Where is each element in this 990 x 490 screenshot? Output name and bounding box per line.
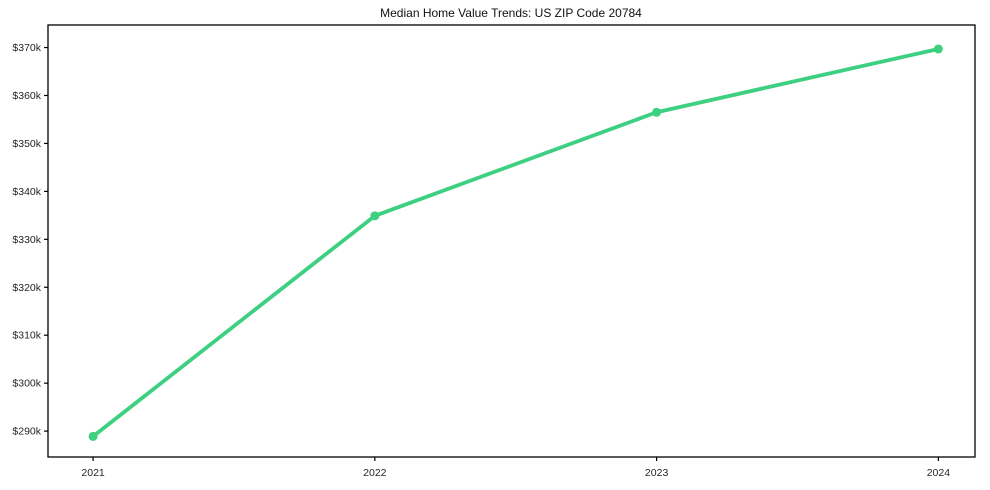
y-tick-label: $290k [12,426,41,438]
x-tick-label: 2022 [363,467,387,479]
y-tick-label: $350k [12,138,41,150]
chart-title: Median Home Value Trends: US ZIP Code 20… [380,6,642,20]
series-line [91,47,941,439]
y-tick-label: $310k [12,330,41,342]
y-tick-label: $330k [12,234,41,246]
x-tick-label: 2024 [927,467,951,479]
data-point [88,431,98,441]
y-tick-label: $300k [12,378,41,390]
plot-area: $290k $300k $310k $320k $330k $340k $350k $360k… [12,24,976,479]
x-tick-label: 2021 [81,467,105,479]
data-point [933,44,943,54]
axes-box [47,24,976,458]
y-tick-label: $320k [12,282,41,294]
data-point [652,107,662,117]
y-tick-label: $370k [12,42,41,54]
y-tick-label: $360k [12,90,41,102]
data-point [370,211,380,221]
y-tick-label: $340k [12,186,41,198]
x-tick-label: 2023 [645,467,669,479]
